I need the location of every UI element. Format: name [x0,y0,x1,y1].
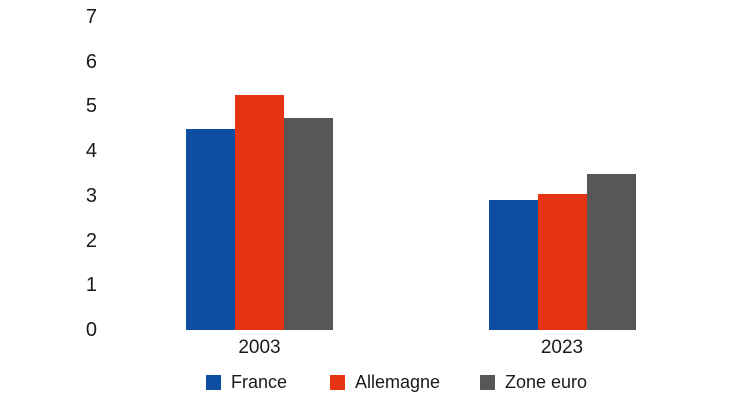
legend-item-allemagne: Allemagne [330,372,441,392]
y-tick-label-2: 2 [85,229,97,252]
x-category-label-2003: 2003 [238,337,281,358]
legend-label-france: France [231,372,288,392]
legend-swatch-allemagne [330,374,345,390]
bar-allemagne-2023 [537,193,587,330]
y-tick-label-3: 3 [85,184,97,207]
legend-label-allemagne: Allemagne [355,372,441,392]
bar-zone-euro-2023 [586,173,636,330]
y-tick-label-5: 5 [85,95,97,118]
bar-allemagne-2003 [235,95,284,330]
legend-item-france: France [206,372,288,392]
y-tick-label-7: 7 [85,6,97,28]
y-tick-label-0: 0 [85,319,97,341]
legend-item-zone-euro: Zone euro [480,372,588,392]
bar-zone-euro-2003 [284,117,333,330]
legend-label-zone-euro: Zone euro [505,372,588,392]
y-tick-label-4: 4 [85,140,97,163]
legend-swatch-zone-euro [480,374,495,390]
bar-france-2003 [186,128,235,330]
bar-france-2023 [488,200,538,330]
legend-swatch-france [206,374,221,390]
y-tick-label-6: 6 [85,50,97,73]
x-category-label-2023: 2023 [540,337,584,358]
y-tick-label-1: 1 [85,274,97,297]
